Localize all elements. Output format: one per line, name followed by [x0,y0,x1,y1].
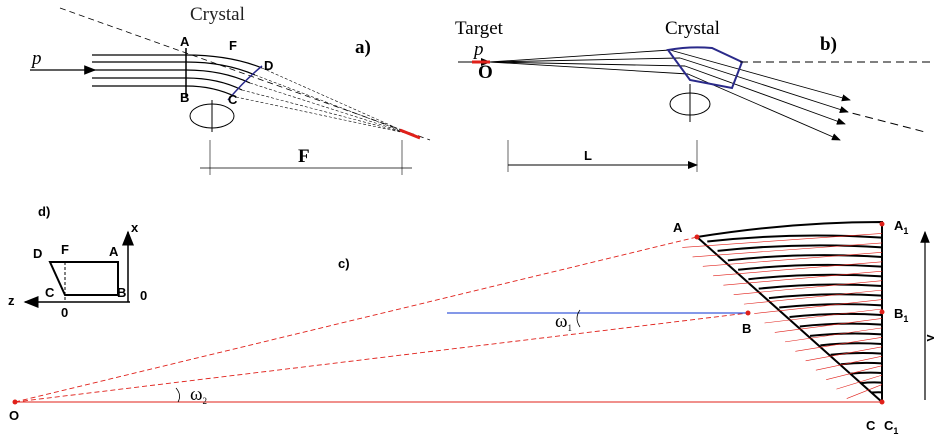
panel-label: c) [338,256,350,271]
point-label: B [180,90,189,105]
point-label: A [673,220,683,235]
point-label: C1 [884,418,898,436]
label-main: ω [190,384,203,405]
dimension-label: L [584,148,592,163]
crystal-plane [718,245,882,251]
point-label: F [229,38,237,53]
beam-label: p [472,39,484,60]
point-label: A [180,34,190,49]
panel-label: b) [820,34,837,55]
crystal-plane [779,304,882,307]
point-label: B1 [894,306,908,324]
crystal-plane [738,265,882,270]
target-label: Target [455,18,504,39]
panel-d [25,232,130,302]
crystal-plane [810,333,882,335]
point-label: D [264,58,273,73]
label-sub: 1 [903,226,908,236]
dimension-label: F [298,146,310,167]
origin-label: O [478,62,493,83]
beam-label: p [30,48,42,69]
point-label: D [33,246,42,261]
panel-label: a) [355,37,371,58]
point-label: C [228,92,238,107]
point-label: F [61,242,69,257]
label-main: B [894,306,903,321]
point-label: C [866,418,876,433]
axis-label: x [131,220,139,235]
crystal-plane [851,373,882,374]
point-label: A1 [894,218,908,236]
figure: Crystal a) p A F D B C F Target Crystal … [0,0,934,441]
label-sub: 1 [568,323,573,333]
point-label: B [742,321,751,336]
zero-label: 0 [61,305,68,320]
panel-c [13,222,926,405]
crystal-title: Crystal [190,4,245,25]
label-sub: 1 [903,314,908,324]
crystal-plane [728,255,882,260]
crystal-label: Crystal [665,18,720,39]
origin-label: O [9,408,19,423]
zero-label: 0 [140,288,147,303]
point-label: A [109,244,119,259]
crystal-plane [707,236,882,242]
panel-label: d) [38,204,50,219]
label-main: ω [555,311,568,332]
axis-label: z [8,293,15,308]
point-label: C [45,285,55,300]
crystal-plane [769,294,882,298]
angle-label: ω1 [555,311,572,333]
axis-label: y [922,334,934,342]
crystal-plane [861,382,882,383]
angle-label: ω2 [190,384,207,406]
label-sub: 1 [893,426,898,436]
panel-b [458,47,930,172]
point-label: B [117,285,126,300]
crystal-plane [820,343,882,345]
label-sub: 2 [203,396,208,406]
